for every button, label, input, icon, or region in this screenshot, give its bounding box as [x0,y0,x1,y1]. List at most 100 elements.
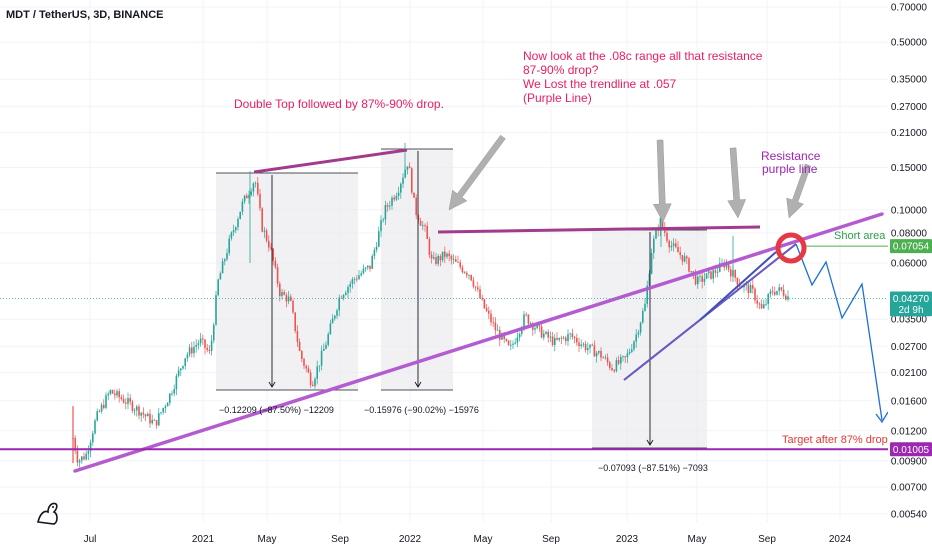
candle-body [694,273,697,285]
candle-body [362,268,365,274]
candle-body [320,350,323,366]
annotation-double-top: Double Top followed by 87%-90% drop. [234,97,444,111]
candle-body [129,398,131,402]
candle-body [204,339,206,349]
candle-body [263,230,266,232]
candle-body [765,303,767,305]
candle-body [239,211,241,220]
candle-body [450,256,453,260]
candle-body [617,360,620,364]
candle-body [74,438,76,451]
y-tick-label: 0.03500 [891,315,928,326]
candle-body [109,390,112,394]
candle-body [606,357,609,363]
candle-body [459,262,461,268]
candle-body [668,240,670,248]
candle-body [140,412,142,416]
drawing-lines [0,134,889,473]
candle-body [153,419,156,421]
measurement-arrowhead [268,381,276,388]
price-tag-label: 2d 9h [898,305,923,316]
annotations: MDT / TetherUS, 3D, BINANCE Double Top f… [6,9,888,473]
candle-body [523,314,525,328]
candle-body [595,352,598,357]
candle-body [133,410,136,412]
candle-body [510,344,512,346]
candle-body [111,390,114,394]
candle-body [505,338,508,341]
candle-body [600,351,602,358]
candle-body [329,323,332,335]
candle-body [120,397,123,400]
candle-body [331,318,334,324]
candle-body [391,197,393,206]
candle-body [283,291,285,295]
measurement-boxes [216,148,707,449]
candle-body [551,336,554,346]
candle-body [382,219,384,221]
candle-body [780,287,783,290]
candle-body [347,286,349,293]
candle-body [562,337,565,339]
candle-body [175,375,178,390]
candle-body [571,333,574,337]
candle-body [463,272,466,273]
candle-body [386,205,389,207]
y-tick-label: 0.21000 [891,128,928,139]
candle-body [406,166,409,170]
candle-body [567,334,569,342]
x-tick-label: 2022 [399,534,422,545]
candle-body [301,350,303,359]
candle-body [290,296,292,301]
candle-body [518,333,521,338]
candle-body [217,279,219,296]
candle-body [725,264,728,268]
candle-body [224,259,226,262]
candle-body [279,283,281,297]
candle-body [191,347,193,354]
candle-body [210,340,213,351]
candle-body [360,273,362,276]
measurement-label-1: −0.12209 (−87.50%) −12209 [219,405,334,415]
candle-body [215,295,217,325]
candle-body [558,337,560,340]
candle-body [254,182,257,184]
candle-body [756,300,758,304]
price-tag-label: 0.01005 [893,445,930,456]
candle-body [457,261,459,263]
candle-body [754,288,756,301]
candle-body [749,285,752,293]
candle-body [356,278,358,280]
y-tick-label: 0.15000 [891,163,928,174]
candle-body [281,291,283,297]
candle-body [100,404,103,412]
candle-body [785,295,787,300]
candle-body [397,192,400,196]
candle-body [250,191,252,195]
y-tick-label: 0.35000 [891,75,928,86]
candle-body [745,284,747,286]
candle-body [433,257,435,259]
candle-body [87,451,90,454]
candle-body [516,337,519,343]
candle-body [325,344,327,349]
annotation-range-line-4: (Purple Line) [523,91,592,105]
candle-body [89,442,92,452]
y-tick-label: 0.00540 [891,510,928,521]
candle-body [131,401,134,411]
candle-body [206,348,208,350]
candle-body [393,197,395,200]
candle-body [353,278,356,280]
y-tick-label: 0.00700 [891,482,928,493]
candle-body [235,227,237,231]
candle-body [604,357,607,359]
candle-body [653,238,655,253]
candle-body [622,356,624,358]
candle-body [633,341,635,350]
candle-body [364,267,367,269]
candle-body [628,351,631,354]
candle-body [426,225,428,240]
candle-body [503,333,505,339]
candle-body [710,271,712,279]
